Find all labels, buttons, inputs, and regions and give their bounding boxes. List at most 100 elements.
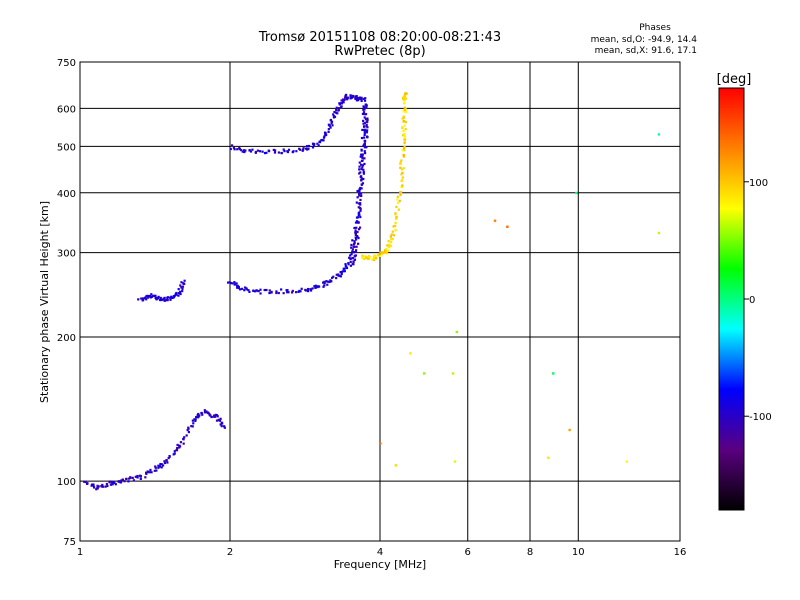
data-point bbox=[83, 480, 86, 483]
data-point bbox=[364, 97, 367, 100]
data-point bbox=[363, 142, 366, 145]
data-point bbox=[322, 139, 325, 142]
data-point bbox=[302, 147, 305, 150]
data-point bbox=[161, 464, 165, 467]
data-point bbox=[203, 410, 207, 414]
data-point bbox=[388, 243, 391, 246]
data-point bbox=[401, 148, 404, 152]
data-point bbox=[349, 96, 352, 99]
data-point bbox=[401, 126, 404, 129]
x-axis-label: Frequency [MHz] bbox=[334, 558, 426, 571]
data-point bbox=[309, 289, 313, 292]
data-point bbox=[356, 96, 359, 100]
data-point bbox=[198, 414, 201, 417]
data-point bbox=[357, 202, 360, 205]
x-tick-label: 8 bbox=[527, 547, 533, 558]
data-point bbox=[402, 153, 405, 157]
data-point bbox=[256, 149, 259, 152]
data-point bbox=[120, 479, 123, 482]
y-tick-label: 75 bbox=[63, 537, 76, 548]
data-point bbox=[342, 270, 345, 273]
data-point bbox=[361, 128, 364, 131]
data-point bbox=[195, 416, 198, 419]
data-point bbox=[291, 151, 294, 154]
data-point bbox=[210, 415, 213, 419]
data-point bbox=[362, 122, 365, 125]
data-point bbox=[147, 294, 150, 298]
data-point bbox=[397, 208, 401, 211]
data-point bbox=[119, 481, 123, 484]
data-point bbox=[185, 434, 188, 437]
data-point bbox=[163, 460, 166, 463]
data-point bbox=[196, 414, 199, 417]
data-point bbox=[191, 419, 194, 422]
data-point bbox=[357, 97, 361, 100]
data-point bbox=[146, 296, 149, 299]
data-point bbox=[143, 297, 146, 300]
data-point bbox=[194, 418, 197, 421]
data-point bbox=[158, 465, 161, 468]
data-point bbox=[268, 289, 271, 292]
data-point bbox=[353, 240, 356, 243]
data-point bbox=[145, 298, 148, 301]
x-tick-label: 16 bbox=[674, 547, 687, 558]
data-point bbox=[354, 236, 357, 239]
data-point bbox=[100, 485, 103, 488]
data-point bbox=[394, 221, 397, 224]
data-point bbox=[287, 148, 291, 151]
data-point bbox=[131, 476, 134, 479]
data-point bbox=[403, 145, 406, 149]
data-point bbox=[394, 464, 398, 467]
data-point bbox=[403, 101, 406, 104]
y-tick-label: 600 bbox=[57, 104, 76, 115]
data-point bbox=[337, 273, 340, 276]
data-point bbox=[316, 285, 319, 289]
data-point bbox=[176, 443, 179, 447]
data-point bbox=[390, 233, 393, 236]
data-point bbox=[342, 101, 345, 104]
x-tick-label: 4 bbox=[377, 547, 383, 558]
data-point bbox=[361, 156, 364, 159]
data-point bbox=[203, 409, 206, 412]
data-point bbox=[360, 148, 363, 151]
data-point bbox=[346, 96, 350, 99]
data-point bbox=[401, 184, 404, 187]
data-point bbox=[324, 132, 327, 135]
data-point bbox=[259, 292, 262, 295]
data-point bbox=[363, 157, 366, 160]
data-point bbox=[272, 148, 275, 152]
data-point bbox=[183, 279, 186, 282]
data-point bbox=[136, 474, 139, 478]
data-point bbox=[243, 150, 246, 154]
data-point bbox=[403, 108, 406, 111]
data-point bbox=[286, 150, 289, 153]
data-point bbox=[380, 254, 383, 257]
data-point bbox=[362, 168, 365, 171]
data-point bbox=[177, 291, 180, 295]
data-point bbox=[231, 282, 234, 285]
data-point bbox=[145, 472, 148, 475]
data-point bbox=[313, 142, 316, 146]
data-point bbox=[86, 482, 89, 485]
data-point bbox=[197, 412, 200, 416]
data-point bbox=[128, 477, 131, 480]
data-point bbox=[394, 217, 398, 221]
data-point bbox=[552, 372, 555, 375]
data-point bbox=[372, 255, 376, 258]
data-point bbox=[316, 142, 319, 145]
data-point bbox=[290, 291, 294, 294]
data-point bbox=[244, 286, 247, 289]
data-point bbox=[390, 241, 393, 244]
data-point bbox=[286, 291, 289, 294]
data-point bbox=[320, 139, 323, 142]
data-point bbox=[273, 151, 277, 154]
data-point bbox=[179, 284, 182, 287]
data-point bbox=[392, 234, 396, 237]
data-point bbox=[389, 244, 392, 247]
data-point bbox=[343, 96, 347, 99]
data-point bbox=[354, 250, 358, 253]
data-point bbox=[307, 147, 310, 150]
data-point bbox=[401, 171, 404, 174]
data-point bbox=[360, 153, 363, 156]
data-point bbox=[275, 291, 278, 295]
